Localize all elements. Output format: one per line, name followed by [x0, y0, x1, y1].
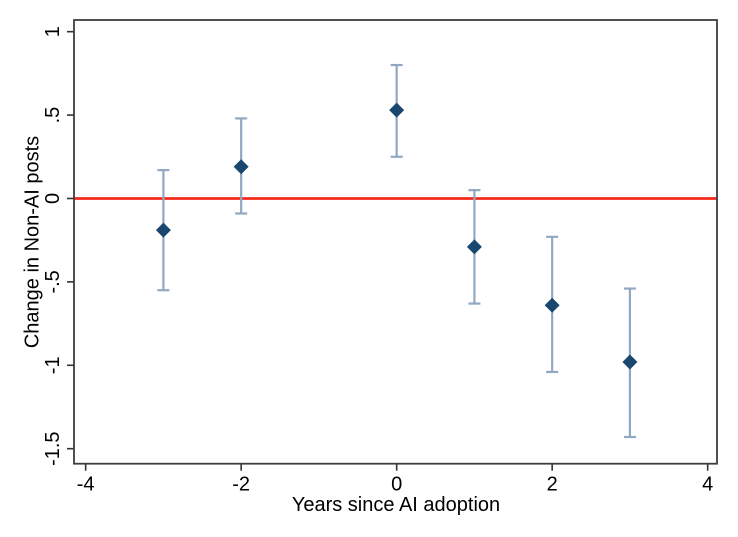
x-tick-label: 0	[391, 474, 402, 496]
point-marker	[544, 297, 560, 313]
x-tick-label: -2	[232, 474, 250, 496]
point-marker	[155, 222, 171, 238]
y-tick-label: -.5	[42, 270, 64, 293]
y-tick-label: -1.5	[42, 431, 64, 465]
y-tick-label: -1	[42, 356, 64, 374]
y-tick-label: 0	[42, 193, 64, 204]
x-tick-label: -4	[77, 474, 95, 496]
y-tick-label: 1	[42, 26, 64, 37]
x-axis-title: Years since AI adoption	[291, 494, 501, 516]
point-marker	[233, 159, 249, 175]
y-tick-label: .5	[42, 107, 64, 124]
point-marker	[466, 239, 482, 255]
plot-border	[73, 19, 718, 465]
x-tick-label: 2	[547, 474, 558, 496]
y-axis-title: Change in Non-AI posts	[21, 135, 44, 349]
point-marker	[389, 102, 405, 118]
point-marker	[622, 354, 638, 370]
x-tick-label: 4	[702, 474, 713, 496]
